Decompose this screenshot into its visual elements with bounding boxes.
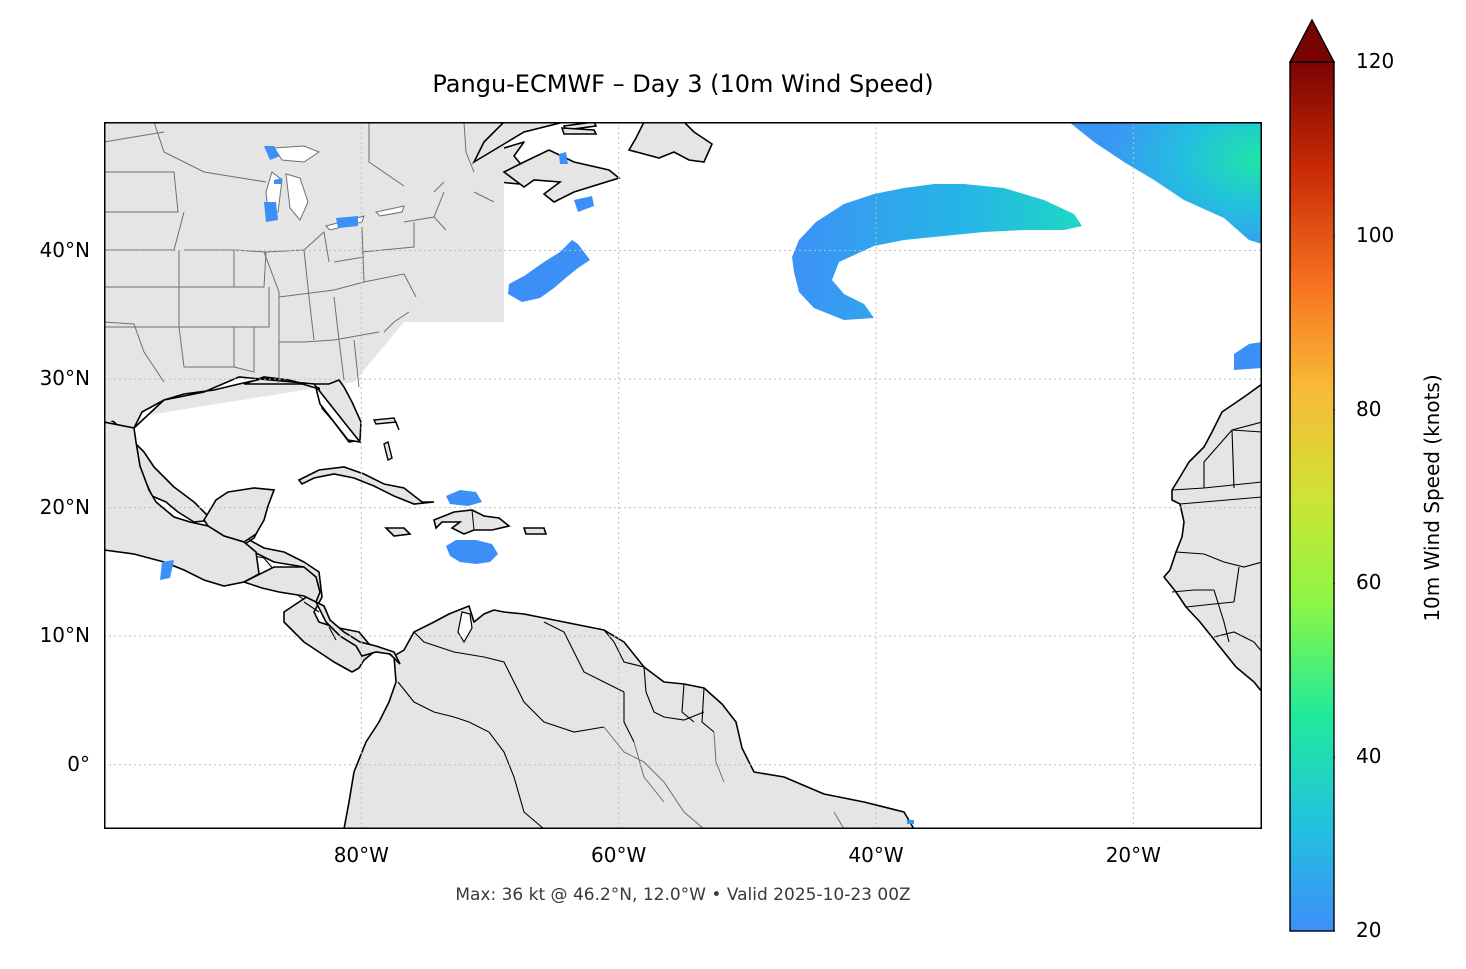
land-jamaica — [384, 527, 412, 537]
colorbar-body — [1289, 61, 1335, 932]
map-panel — [104, 122, 1262, 829]
land-newfoundland — [627, 122, 714, 163]
latitude-label: 20°N — [39, 494, 90, 519]
gridlines — [104, 122, 1262, 829]
map-title: Pangu-ECMWF – Day 3 (10m Wind Speed) — [432, 70, 934, 98]
gulf-of-mexico — [133, 376, 362, 444]
country-borders-africa — [1171, 421, 1262, 653]
wind-crescent — [792, 184, 1082, 320]
latitude-label: 40°N — [39, 237, 90, 262]
longitude-label: 60°W — [591, 843, 647, 867]
land-cuba — [297, 466, 435, 505]
country-borders-sa — [397, 621, 715, 829]
colorbar-tick-label: 100 — [1356, 222, 1395, 247]
map-footer: Max: 36 kt @ 46.2°N, 12.0°W • Valid 2025… — [455, 885, 911, 905]
colorbar-tick-label: 40 — [1356, 744, 1382, 769]
colorbar-tick-label: 80 — [1356, 396, 1382, 421]
land-hispaniola — [433, 509, 511, 535]
land-nova-scotia — [502, 149, 621, 203]
land-puerto-rico — [522, 527, 548, 535]
map-frame — [104, 122, 1262, 829]
wind-speed-field — [160, 122, 1262, 824]
latitude-label: 10°N — [39, 623, 90, 648]
latitude-label: 30°N — [39, 366, 90, 391]
latitude-label: 0° — [67, 751, 90, 776]
land-africa — [1163, 383, 1262, 693]
land-south-america — [104, 605, 915, 829]
wind-blob-caribbean — [446, 540, 498, 564]
wind-northeast — [1069, 122, 1262, 244]
longitude-label: 40°W — [848, 843, 904, 867]
colorbar-tick-label: 60 — [1356, 570, 1382, 595]
longitude-label: 20°W — [1105, 843, 1161, 867]
colorbar — [1289, 18, 1335, 932]
wind-blob-atlantic — [508, 240, 590, 302]
colorbar-tick-label: 120 — [1356, 49, 1395, 73]
longitude-label: 80°W — [333, 843, 389, 867]
colorbar-title: 10m Wind Speed (knots) — [1420, 374, 1444, 622]
colorbar-tick-label: 20 — [1356, 918, 1382, 942]
colorbar-extend-arrow — [1289, 18, 1335, 63]
